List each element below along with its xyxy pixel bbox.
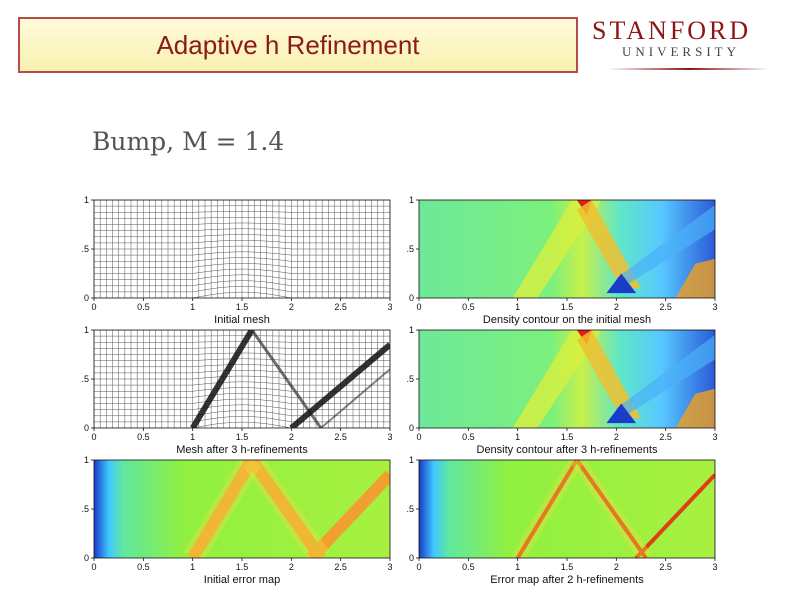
plot-frame xyxy=(418,459,716,559)
y-tick-label: 1 xyxy=(84,325,89,335)
slide-title: Adaptive h Refinement xyxy=(156,29,420,60)
plot-field xyxy=(94,330,390,428)
y-tick-label: 0 xyxy=(84,553,89,563)
x-tick-label: 0 xyxy=(416,302,421,312)
x-tick-label: 1.5 xyxy=(561,562,574,572)
x-tick-label: 3 xyxy=(712,432,717,442)
title-box: Adaptive h Refinement xyxy=(18,17,578,73)
x-tick-label: 2 xyxy=(614,302,619,312)
panel-error-refined: 0 0.5 1 1.5 2 2.5 3 0.5 1 xyxy=(406,455,717,572)
plot-mesh-refined: 0 0.5 1 1.5 2 2.5 30.51 xyxy=(81,325,392,442)
y-tick-label: 0 xyxy=(409,423,414,433)
plot-frame xyxy=(93,329,391,429)
x-tick-label: 0.5 xyxy=(137,562,150,572)
x-tick-label: 2 xyxy=(289,562,294,572)
panel-density-initial: 0 0.5 1 1.5 2 2.5 3 0.5 1 xyxy=(406,195,717,312)
x-tick-label: 2.5 xyxy=(334,302,347,312)
x-tick-label: 0.5 xyxy=(137,302,150,312)
x-tick-label: 0 xyxy=(91,562,96,572)
plot-error-initial: 0 0.5 1 1.5 2 2.5 30.51 xyxy=(81,455,392,572)
x-tick-label: 1 xyxy=(515,562,520,572)
x-tick-label: 3 xyxy=(712,562,717,572)
y-tick-label: 0 xyxy=(409,293,414,303)
plot-field xyxy=(419,330,715,428)
y-tick-label: .5 xyxy=(406,244,414,254)
x-tick-label: 2.5 xyxy=(659,302,672,312)
panel-caption: Initial error map xyxy=(203,574,281,586)
panel-caption: Density contour after 3 h-refinements xyxy=(476,444,658,456)
y-tick-label: .5 xyxy=(81,504,89,514)
x-tick-label: 2.5 xyxy=(334,432,347,442)
x-tick-label: 2 xyxy=(289,302,294,312)
x-tick-label: 0.5 xyxy=(462,562,475,572)
x-tick-label: 1 xyxy=(190,562,195,572)
logo-subtext: UNIVERSITY xyxy=(622,44,740,59)
plot-field xyxy=(94,200,390,298)
plot-frame xyxy=(93,199,391,299)
plot-frame xyxy=(418,199,716,299)
x-tick-label: 1.5 xyxy=(236,562,249,572)
y-tick-label: .5 xyxy=(406,374,414,384)
y-tick-label: 0 xyxy=(409,553,414,563)
slide-subtitle: Bump, M = 1.4 xyxy=(92,127,285,156)
x-tick-label: 0.5 xyxy=(137,432,150,442)
x-tick-label: 2 xyxy=(614,432,619,442)
x-tick-label: 1.5 xyxy=(561,302,574,312)
x-tick-label: 0 xyxy=(416,562,421,572)
x-tick-label: 2.5 xyxy=(659,432,672,442)
stanford-logo: STANFORD UNIVERSITY xyxy=(590,16,786,76)
x-tick-label: 0 xyxy=(91,302,96,312)
plot-frame xyxy=(93,459,391,559)
y-tick-label: .5 xyxy=(406,504,414,514)
x-tick-label: 2.5 xyxy=(659,562,672,572)
x-tick-label: 1.5 xyxy=(561,432,574,442)
plot-field xyxy=(419,200,715,298)
x-tick-label: 1 xyxy=(190,432,195,442)
plot-initial-mesh: 0 0.5 1 1.5 2 2.5 30.51 xyxy=(81,195,392,312)
panel-mesh-refined: 0 0.5 1 1.5 2 2.5 3 0.5 1 xyxy=(81,325,392,442)
y-tick-label: 1 xyxy=(84,195,89,205)
y-tick-label: 1 xyxy=(409,455,414,465)
y-tick-label: .5 xyxy=(81,244,89,254)
x-tick-label: 0 xyxy=(91,432,96,442)
x-tick-label: 0 xyxy=(416,432,421,442)
panel-caption: Density contour on the initial mesh xyxy=(482,314,652,326)
x-tick-label: 2 xyxy=(289,432,294,442)
y-tick-label: .5 xyxy=(81,374,89,384)
x-tick-label: 0.5 xyxy=(462,302,475,312)
x-tick-label: 2 xyxy=(614,562,619,572)
x-tick-label: 2.5 xyxy=(334,562,347,572)
x-tick-label: 1.5 xyxy=(236,432,249,442)
y-tick-label: 0 xyxy=(84,293,89,303)
y-tick-label: 0 xyxy=(84,423,89,433)
plot-density-refined: 0 0.5 1 1.5 2 2.5 30.51 xyxy=(406,325,717,442)
x-tick-label: 0.5 xyxy=(462,432,475,442)
plot-density-initial: 0 0.5 1 1.5 2 2.5 30.51 xyxy=(406,195,717,312)
panel-initial-mesh: 0 0.5 1 1.5 2 2.5 3 0.5 1 xyxy=(81,195,392,312)
plot-field xyxy=(94,460,390,558)
panel-caption: Mesh after 3 h-refinements xyxy=(176,444,308,456)
plot-field xyxy=(419,460,715,558)
x-tick-label: 3 xyxy=(387,562,392,572)
y-tick-label: 1 xyxy=(409,325,414,335)
plot-error-refined: 0 0.5 1 1.5 2 2.5 30.51 xyxy=(406,455,717,572)
panel-error-initial: 0 0.5 1 1.5 2 2.5 3 0.5 1 xyxy=(81,455,392,572)
x-tick-label: 3 xyxy=(387,432,392,442)
logo-rule xyxy=(608,68,770,70)
x-tick-label: 1 xyxy=(515,302,520,312)
y-tick-label: 1 xyxy=(409,195,414,205)
x-tick-label: 1.5 xyxy=(236,302,249,312)
x-tick-label: 3 xyxy=(712,302,717,312)
panel-caption: Error map after 2 h-refinements xyxy=(490,574,644,586)
panel-caption: Initial mesh xyxy=(214,314,270,326)
x-tick-label: 1 xyxy=(190,302,195,312)
x-tick-label: 3 xyxy=(387,302,392,312)
y-tick-label: 1 xyxy=(84,455,89,465)
plot-frame xyxy=(418,329,716,429)
panel-density-refined: 0 0.5 1 1.5 2 2.5 3 0.5 1 xyxy=(406,325,717,442)
logo-wordmark: STANFORD xyxy=(592,16,752,45)
x-tick-label: 1 xyxy=(515,432,520,442)
